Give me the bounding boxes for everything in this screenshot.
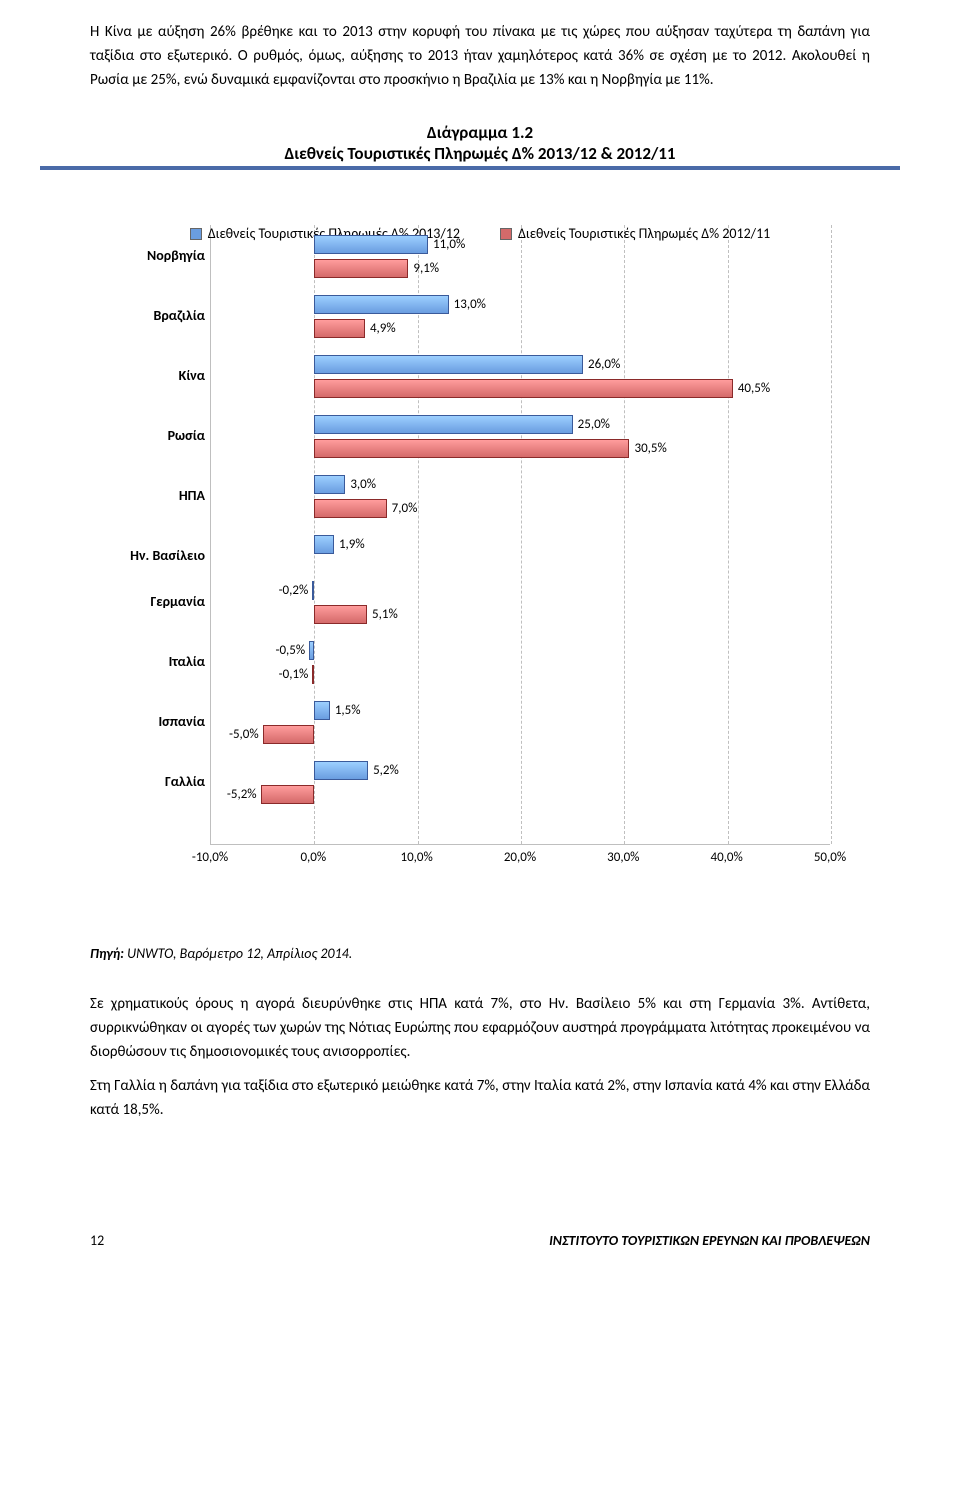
x-tick-label: 20,0% [504,850,536,865]
source: Πηγή: UNWTO, Βαρόμετρο 12, Απρίλιος 2014… [90,945,870,962]
category-label: Γαλλία [85,773,205,790]
category-label: Νορβηγία [85,247,205,264]
chart-title: Διάγραμμα 1.2 Διεθνείς Τουριστικές Πληρω… [90,122,870,164]
category-label: Ην. Βασίλειο [85,547,205,564]
bar [314,295,448,314]
bar-value-label: -5,0% [229,727,259,742]
bar-chart: 11,0% 9,1% 13,0% 4,9% 26,0% 40,5% 25,0% 30,5% 3,… [90,225,870,925]
paragraph-2: Σε χρηματικούς όρους η αγορά διευρύνθηκε… [90,992,870,1064]
page-number: 12 [90,1232,104,1249]
bar-value-label: 3,0% [350,477,376,492]
intro-paragraph: Η Κίνα με αύξηση 26% βρέθηκε και το 2013… [90,20,870,92]
x-tick-label: 0,0% [300,850,326,865]
bar-value-label: -0,1% [279,667,309,682]
bar [263,725,315,744]
x-tick-label: -10,0% [192,850,228,865]
category-label: Ισπανία [85,713,205,730]
source-label: Πηγή: [90,945,124,962]
bar [314,355,583,374]
category-label: Ρωσία [85,427,205,444]
gridline [418,225,419,844]
bar-value-label: -0,5% [275,643,305,658]
institute-name: ΙΝΣΤΙΤΟΥΤΟ ΤΟΥΡΙΣΤΙΚΩΝ ΕΡΕΥΝΩΝ ΚΑΙ ΠΡΟΒΛ… [549,1232,870,1249]
bar-value-label: 5,1% [372,607,398,622]
bar-value-label: 7,0% [392,501,418,516]
bar-value-label: -0,2% [279,583,309,598]
category-label: Βραζιλία [85,307,205,324]
x-tick-label: 50,0% [814,850,846,865]
bar [312,581,314,600]
bar [314,379,733,398]
category-label: Γερμανία [85,593,205,610]
chart-title-line-1: Διάγραμμα 1.2 [90,122,870,143]
bar-value-label: 1,9% [339,537,365,552]
bar-value-label: 5,2% [373,763,399,778]
bar [314,499,386,518]
gridline [521,225,522,844]
bar [314,439,629,458]
title-rule [40,166,900,170]
bar [314,415,572,434]
bar-value-label: 1,5% [335,703,361,718]
bar-value-label: 4,9% [370,321,396,336]
bar-value-label: 26,0% [588,357,620,372]
footer: 12 ΙΝΣΤΙΤΟΥΤΟ ΤΟΥΡΙΣΤΙΚΩΝ ΕΡΕΥΝΩΝ ΚΑΙ ΠΡ… [90,1232,870,1249]
category-label: Κίνα [85,367,205,384]
chart-title-line-2: Διεθνείς Τουριστικές Πληρωμές Δ% 2013/12… [90,143,870,164]
bar [314,319,365,338]
bar-value-label: 25,0% [578,417,610,432]
x-tick-label: 40,0% [711,850,743,865]
bar [314,701,330,720]
paragraph-3: Στη Γαλλία η δαπάνη για ταξίδια στο εξωτ… [90,1074,870,1122]
bar-value-label: 40,5% [738,381,770,396]
source-text: UNWTO, Βαρόμετρο 12, Απρίλιος 2014. [124,945,352,962]
bar [312,665,314,684]
bar [314,605,367,624]
bar [314,761,368,780]
bar-value-label: 13,0% [454,297,486,312]
legend-swatch-1 [190,228,202,240]
category-label: Ιταλία [85,653,205,670]
bar [314,535,334,554]
bar [261,785,315,804]
bar-value-label: 30,5% [635,441,667,456]
gridline [624,225,625,844]
bar [309,641,314,660]
gridline [831,225,832,844]
x-tick-label: 10,0% [401,850,433,865]
gridline [728,225,729,844]
bar [314,475,345,494]
bar-value-label: -5,2% [227,787,257,802]
bar [314,259,408,278]
x-tick-label: 30,0% [607,850,639,865]
bar [314,235,428,254]
category-label: ΗΠΑ [85,487,205,504]
bar-value-label: 9,1% [413,261,439,276]
bar-value-label: 11,0% [433,237,465,252]
plot-area: 11,0% 9,1% 13,0% 4,9% 26,0% 40,5% 25,0% 30,5% 3,… [210,225,830,845]
